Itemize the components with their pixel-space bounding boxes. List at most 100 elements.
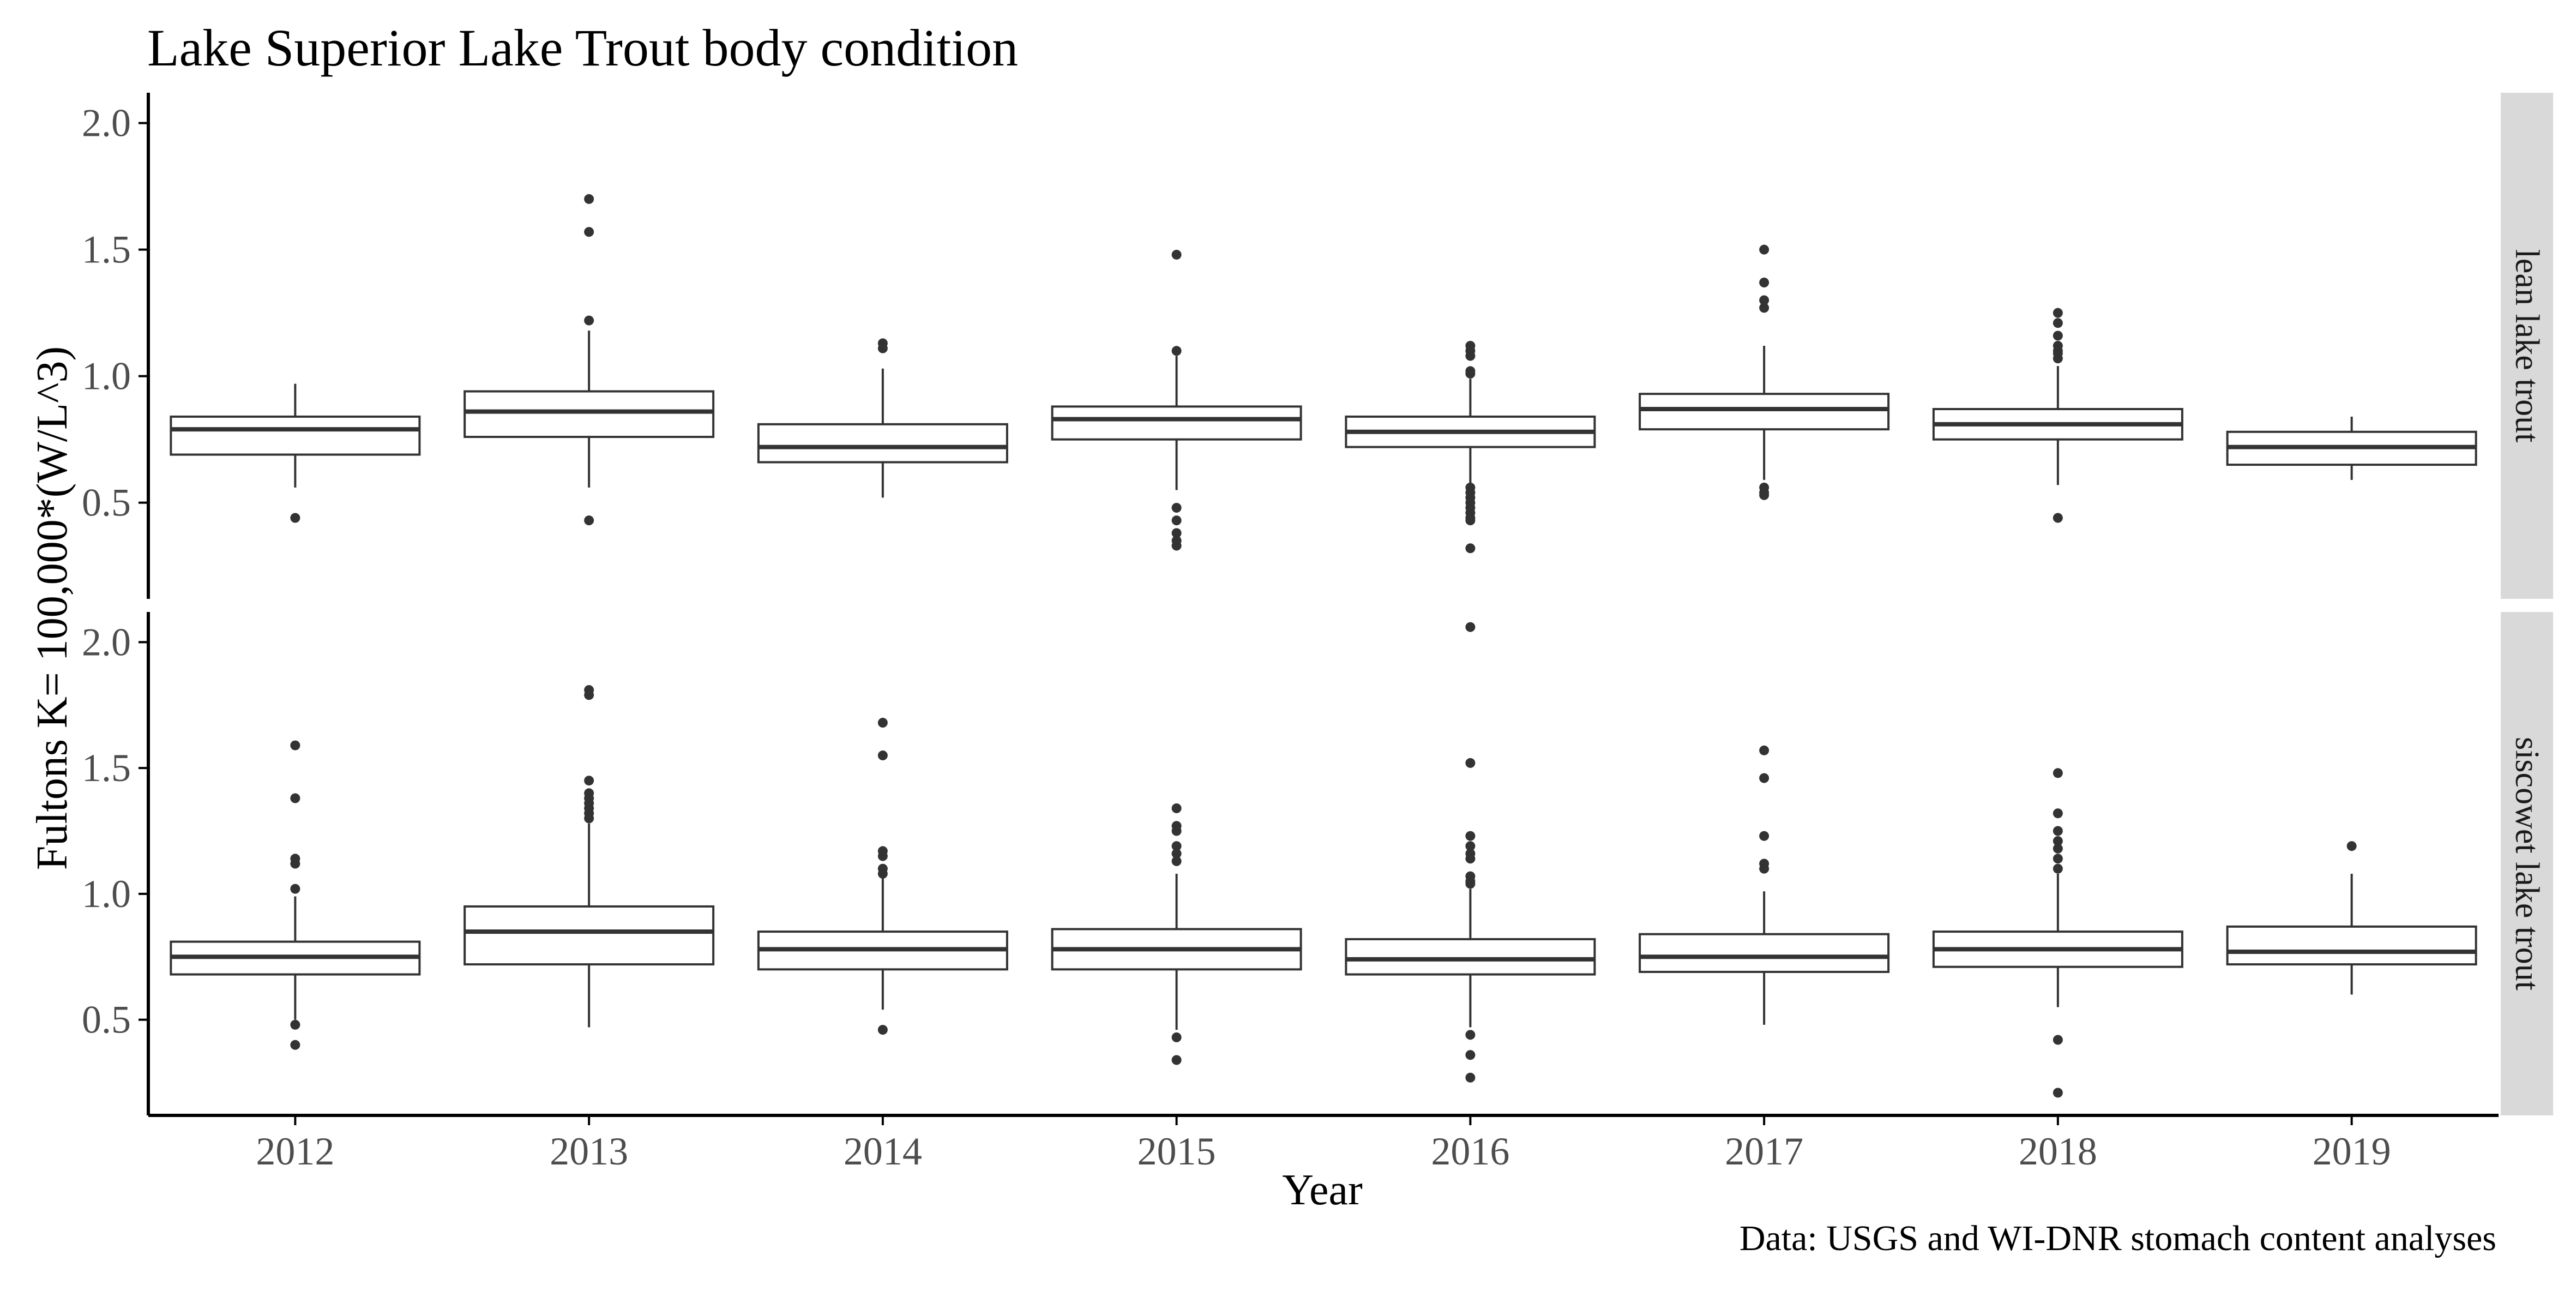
y-tick-label: 1.0 xyxy=(82,872,131,916)
box-iqr xyxy=(1051,405,1302,441)
outlier-point xyxy=(290,793,300,803)
outlier-point xyxy=(2053,513,2063,523)
y-tick-label: 0.5 xyxy=(82,998,131,1042)
box-iqr xyxy=(757,423,1008,464)
outlier-point xyxy=(877,718,888,728)
box-2017 xyxy=(1639,745,1890,1025)
outlier-point xyxy=(584,813,594,824)
outlier-point xyxy=(1171,826,1182,836)
facet-panel: lean lake trout 0.5 1.0 1.5 2.0 xyxy=(82,93,2553,599)
y-tick-label: 2.0 xyxy=(82,101,131,145)
box-iqr xyxy=(464,390,715,439)
y-tick-label: 0.5 xyxy=(82,481,131,525)
outlier-point xyxy=(1465,622,1476,632)
outlier-point xyxy=(1171,515,1182,526)
y-tick-label: 1.5 xyxy=(82,228,131,272)
outlier-point xyxy=(584,227,594,237)
outlier-point xyxy=(584,194,594,204)
outlier-point xyxy=(877,343,888,353)
outlier-point xyxy=(1171,856,1182,866)
outlier-point xyxy=(290,884,300,894)
outlier-point xyxy=(1171,541,1182,551)
outlier-point xyxy=(2053,808,2063,819)
outlier-point xyxy=(1465,1050,1476,1060)
outlier-point xyxy=(1465,758,1476,768)
box-2016 xyxy=(1345,341,1596,554)
box-2014 xyxy=(757,718,1008,1035)
outlier-point xyxy=(1465,879,1476,889)
facet-strip-label: lean lake trout xyxy=(2508,249,2545,443)
outlier-point xyxy=(2053,318,2063,328)
box-iqr xyxy=(1345,938,1596,976)
x-tick-label: 2018 xyxy=(2019,1130,2097,1173)
outlier-point xyxy=(1465,515,1476,526)
box-2012 xyxy=(170,383,421,523)
outlier-point xyxy=(2053,1035,2063,1045)
outlier-point xyxy=(1465,543,1476,554)
outlier-point xyxy=(1759,295,1770,305)
outlier-point xyxy=(584,315,594,326)
outlier-point xyxy=(1465,369,1476,379)
box-2012 xyxy=(170,740,421,1050)
box-2018 xyxy=(1932,768,2183,1098)
outlier-point xyxy=(290,513,300,523)
facet-strip xyxy=(2501,93,2553,599)
outlier-point xyxy=(2053,768,2063,778)
outlier-point xyxy=(1759,490,1770,500)
outlier-point xyxy=(2053,308,2063,318)
x-tick-label: 2012 xyxy=(256,1130,334,1173)
outlier-point xyxy=(290,858,300,869)
box-2013 xyxy=(464,194,715,526)
outlier-point xyxy=(877,750,888,761)
box-iqr xyxy=(2226,925,2477,966)
y-tick-label: 1.5 xyxy=(82,746,131,790)
box-iqr xyxy=(1639,933,1890,973)
y-tick-label: 1.0 xyxy=(82,355,131,398)
facet-strip xyxy=(2501,612,2553,1115)
outlier-point xyxy=(584,515,594,526)
x-tick-label: 2013 xyxy=(550,1130,628,1173)
outlier-point xyxy=(1171,841,1182,851)
box-iqr xyxy=(1639,393,1890,431)
outlier-point xyxy=(1759,303,1770,313)
x-axis: 2012 2013 2014 2015 2016 2017 2018 2019 xyxy=(148,1114,2499,1173)
box-2015 xyxy=(1051,249,1302,551)
outlier-point xyxy=(290,740,300,750)
chart-caption: Data: USGS and WI-DNR stomach content an… xyxy=(1740,1218,2496,1258)
outlier-point xyxy=(1465,1030,1476,1040)
box-2015 xyxy=(1051,803,1302,1065)
outlier-point xyxy=(2053,854,2063,864)
outlier-point xyxy=(2053,331,2063,341)
facet-strip-label: siscowet lake trout xyxy=(2508,737,2545,990)
outlier-point xyxy=(2053,863,2063,874)
outlier-point xyxy=(1171,1055,1182,1065)
box-2019 xyxy=(2226,416,2477,480)
outlier-point xyxy=(1171,1032,1182,1042)
outlier-point xyxy=(290,1040,300,1050)
box-iqr xyxy=(464,905,715,966)
box-2019 xyxy=(2226,841,2477,995)
x-tick-label: 2017 xyxy=(1725,1130,1803,1173)
outlier-point xyxy=(1171,346,1182,356)
outlier-point xyxy=(1171,249,1182,260)
x-tick-label: 2019 xyxy=(2313,1130,2391,1173)
outlier-point xyxy=(2053,836,2063,846)
y-tick-label: 2.0 xyxy=(82,620,131,664)
outlier-point xyxy=(1465,854,1476,864)
outlier-point xyxy=(1465,351,1476,361)
outlier-point xyxy=(1759,773,1770,783)
x-tick-label: 2014 xyxy=(844,1130,922,1173)
outlier-point xyxy=(877,1025,888,1035)
outlier-point xyxy=(1171,528,1182,538)
facet-panel: siscowet lake trout 0.5 1.0 1.5 2.0 xyxy=(82,612,2553,1115)
y-axis-label: Fultons K= 100,000*(W/L^3) xyxy=(28,346,76,870)
outlier-point xyxy=(290,1019,300,1030)
outlier-point xyxy=(1759,244,1770,255)
outlier-point xyxy=(1171,849,1182,859)
outlier-point xyxy=(2346,841,2357,851)
outlier-point xyxy=(1759,745,1770,755)
outlier-point xyxy=(877,851,888,861)
